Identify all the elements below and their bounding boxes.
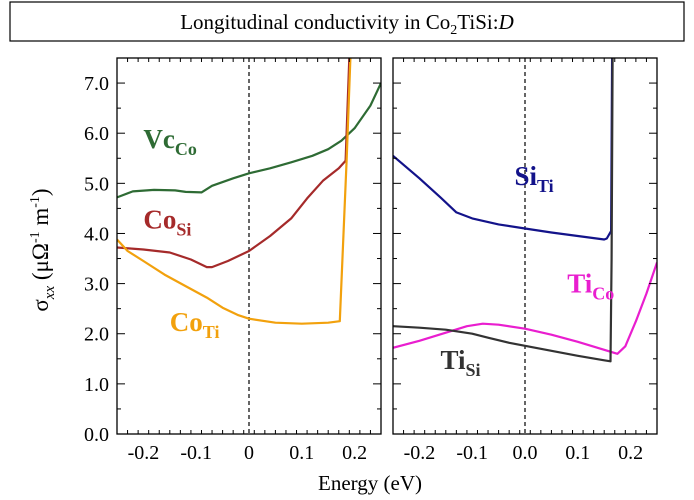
left-y-tick-label: 1.0 [84, 374, 109, 396]
left-y-tick-label: 2.0 [84, 324, 109, 346]
right-series-ti-si [393, 58, 614, 363]
left-panel-frame [116, 57, 382, 435]
x-axis-label: Energy (eV) [318, 471, 422, 495]
left-panel: -0.2 -0.1 0 0.1 0.2 0.0 1.0 2.0 3.0 4.0 5.0 6.0 7.0 V… [84, 57, 382, 464]
left-series-co-si [117, 58, 351, 269]
left-x-tick-label: 0.2 [342, 442, 367, 464]
left-y-tick-label: 0.0 [84, 424, 109, 446]
left-x-tick-label: -0.1 [180, 442, 212, 464]
right-label-ti-co: TiCo [567, 269, 614, 304]
right-label-si-ti: SiTi [514, 161, 553, 196]
right-x-tick-label: 0.0 [513, 442, 538, 464]
right-panel: -0.2 -0.1 0.0 0.1 0.2 SiTi TiCo TiSi [392, 57, 658, 464]
left-y-tick-label: 4.0 [84, 223, 109, 245]
right-label-ti-si: TiSi [441, 345, 481, 380]
title-box [9, 1, 685, 42]
left-y-tick-label: 5.0 [84, 173, 109, 195]
left-y-tick-label: 6.0 [84, 123, 109, 145]
left-label-vc-co: VcCo [143, 124, 196, 159]
left-y-tick-label: 3.0 [84, 274, 109, 296]
left-label-co-ti: CoTi [170, 307, 220, 342]
left-label-co-si: CoSi [143, 204, 191, 239]
right-x-tick-label: -0.1 [456, 442, 488, 464]
right-x-tick-label: -0.2 [404, 442, 436, 464]
chart-title: Longitudinal conductivity in Co2TiSi:D [180, 10, 514, 38]
left-y-tick-label: 7.0 [84, 73, 109, 95]
right-series-si-ti [393, 58, 614, 241]
y-axis-label: σxx (μΩ-1 m-1) [28, 188, 58, 311]
left-x-tick-label: -0.2 [128, 442, 160, 464]
right-panel-frame [392, 57, 658, 435]
right-x-tick-label: 0.2 [618, 442, 643, 464]
left-x-tick-label: 0 [244, 442, 254, 464]
left-x-tick-label: 0.1 [289, 442, 314, 464]
right-x-tick-label: 0.1 [565, 442, 590, 464]
left-series-co-ti [117, 58, 352, 325]
